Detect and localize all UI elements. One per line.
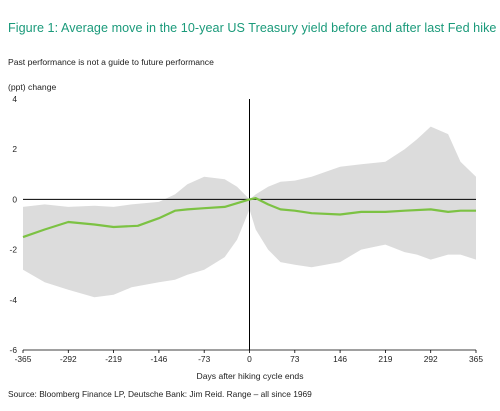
y-axis-label: (ppt) change: [8, 82, 57, 92]
x-tick-label: -73: [198, 354, 210, 364]
y-tick-label: 2: [12, 144, 17, 154]
chart-subtitle: Past performance is not a guide to futur…: [8, 57, 214, 67]
x-tick-label: 0: [247, 354, 252, 364]
x-tick-label: 292: [424, 354, 438, 364]
x-tick-label: 365: [469, 354, 483, 364]
x-tick-label: 73: [290, 354, 300, 364]
range-band: [23, 126, 476, 298]
x-tick-label: -146: [151, 354, 168, 364]
x-tick-label: -292: [60, 354, 77, 364]
x-axis-label: Days after hiking cycle ends: [196, 371, 304, 381]
x-tick-label: -365: [15, 354, 32, 364]
chart-title: Figure 1: Average move in the 10-year US…: [8, 21, 497, 35]
y-tick-label: -6: [10, 345, 18, 355]
source-note: Source: Bloomberg Finance LP, Deutsche B…: [8, 389, 312, 399]
y-tick-label: -2: [10, 245, 18, 255]
y-tick-label: 0: [12, 194, 17, 204]
average-move-line: [22, 197, 476, 239]
y-tick-label: -4: [10, 295, 18, 305]
x-tick-label: -219: [105, 354, 122, 364]
x-tick-label: 146: [333, 354, 347, 364]
y-tick-label: 4: [12, 94, 17, 104]
x-tick-label: 219: [378, 354, 392, 364]
